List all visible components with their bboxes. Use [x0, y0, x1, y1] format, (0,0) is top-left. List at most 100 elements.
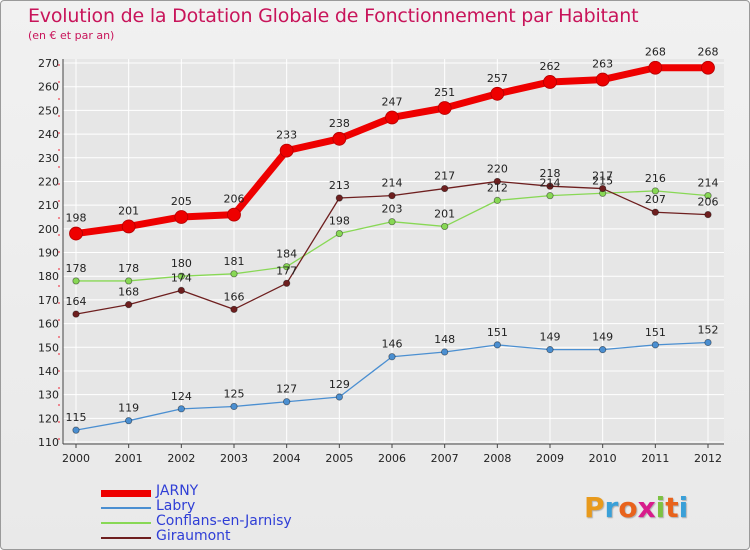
data-label-conflans-en-jarnisy: 178 [118, 262, 139, 275]
data-point-conflans-en-jarnisy [335, 229, 343, 238]
data-point-jarny [701, 60, 715, 75]
data-point-giraumont [546, 182, 554, 190]
data-label-labry: 125 [224, 387, 245, 400]
legend-swatch [101, 507, 151, 509]
data-point-jarny [385, 110, 399, 125]
data-label-jarny: 201 [118, 204, 139, 217]
data-label-conflans-en-jarnisy: 203 [382, 203, 403, 216]
y-tick-label: 200 [38, 223, 59, 236]
data-point-giraumont [388, 192, 396, 200]
data-point-giraumont [441, 184, 449, 193]
x-tick-label: 2012 [694, 452, 722, 465]
data-label-labry: 129 [329, 378, 350, 391]
x-tick-label: 2009 [536, 452, 564, 465]
legend-label: Giraumont [156, 528, 231, 544]
data-point-conflans-en-jarnisy [230, 270, 238, 278]
legend-swatch [101, 489, 151, 497]
legend-swatch [101, 522, 151, 524]
data-label-jarny: 233 [276, 129, 297, 142]
data-point-giraumont [125, 301, 133, 309]
data-label-conflans-en-jarnisy: 214 [698, 177, 719, 190]
data-point-jarny [69, 226, 83, 241]
chart-subtitle: (en € et par an) [28, 29, 115, 42]
data-point-labry [546, 346, 554, 354]
data-point-labry [388, 353, 396, 361]
data-label-jarny: 247 [382, 95, 403, 108]
data-label-giraumont: 217 [434, 170, 455, 183]
legend-label: Conflans-en-Jarnisy [156, 513, 292, 529]
data-label-conflans-en-jarnisy: 178 [66, 262, 87, 275]
data-point-conflans-en-jarnisy [125, 277, 133, 285]
data-point-jarny [648, 60, 663, 75]
data-point-jarny [332, 131, 347, 146]
y-tick-label: 110 [38, 436, 59, 449]
data-point-labry [441, 348, 449, 356]
data-label-jarny: 262 [540, 60, 561, 73]
data-point-giraumont [230, 305, 238, 313]
y-tick-label: 240 [38, 128, 59, 141]
data-point-jarny [437, 101, 452, 115]
data-point-labry [72, 426, 80, 434]
data-label-labry: 151 [645, 326, 666, 339]
data-label-labry: 119 [118, 402, 139, 415]
data-label-labry: 115 [66, 411, 87, 424]
y-tick-label: 270 [38, 57, 59, 70]
data-label-giraumont: 177 [276, 264, 297, 277]
data-label-jarny: 268 [645, 46, 666, 59]
y-tick-label: 250 [38, 104, 59, 117]
data-label-jarny: 205 [171, 195, 192, 208]
data-point-giraumont [493, 177, 501, 186]
data-label-giraumont: 207 [645, 193, 666, 206]
logo-letter: t [665, 491, 679, 524]
data-label-jarny: 206 [224, 193, 245, 206]
data-point-giraumont [599, 184, 607, 193]
legend-swatch [101, 537, 151, 539]
data-label-giraumont: 217 [592, 170, 613, 183]
data-label-labry: 152 [698, 324, 719, 337]
y-tick-label: 150 [38, 341, 59, 354]
data-point-giraumont [704, 211, 712, 219]
data-label-giraumont: 166 [224, 290, 245, 303]
data-point-labry [177, 405, 185, 413]
y-tick-label: 260 [38, 81, 59, 94]
data-label-jarny: 263 [592, 58, 613, 71]
data-label-conflans-en-jarnisy: 198 [329, 215, 350, 228]
proxiti-logo: Proxiti [584, 491, 688, 524]
data-point-giraumont [72, 310, 80, 318]
data-label-giraumont: 164 [66, 295, 87, 308]
y-tick-label: 120 [38, 412, 59, 425]
data-label-labry: 146 [382, 338, 403, 351]
y-tick-label: 130 [38, 389, 59, 402]
data-point-labry [599, 346, 607, 354]
data-point-jarny [543, 75, 557, 89]
data-label-jarny: 198 [66, 212, 87, 225]
x-tick-label: 2010 [589, 452, 617, 465]
logo-letter: x [637, 491, 656, 524]
y-tick-label: 220 [38, 175, 59, 188]
data-point-labry [493, 341, 501, 349]
data-point-giraumont [177, 286, 185, 294]
data-label-giraumont: 214 [382, 177, 403, 190]
data-point-jarny [595, 72, 610, 87]
x-tick-label: 2003 [220, 452, 248, 465]
y-tick-label: 230 [38, 152, 59, 165]
data-label-jarny: 268 [698, 46, 719, 59]
data-point-labry [704, 338, 712, 347]
data-point-conflans-en-jarnisy [493, 196, 501, 204]
x-tick-label: 2004 [273, 452, 301, 465]
x-tick-label: 2011 [641, 452, 669, 465]
logo-letter: P [584, 491, 605, 524]
data-label-labry: 149 [540, 331, 561, 344]
data-label-labry: 151 [487, 326, 508, 339]
data-label-conflans-en-jarnisy: 181 [224, 255, 245, 268]
x-tick-label: 2001 [115, 452, 143, 465]
data-point-jarny [121, 219, 136, 234]
data-label-giraumont: 213 [329, 179, 350, 192]
logo-letter: i [655, 491, 666, 524]
data-point-labry [125, 417, 133, 425]
x-tick-label: 2008 [483, 452, 511, 465]
data-label-conflans-en-jarnisy: 212 [487, 181, 508, 194]
data-point-jarny [490, 86, 505, 101]
data-label-giraumont: 220 [487, 162, 508, 175]
